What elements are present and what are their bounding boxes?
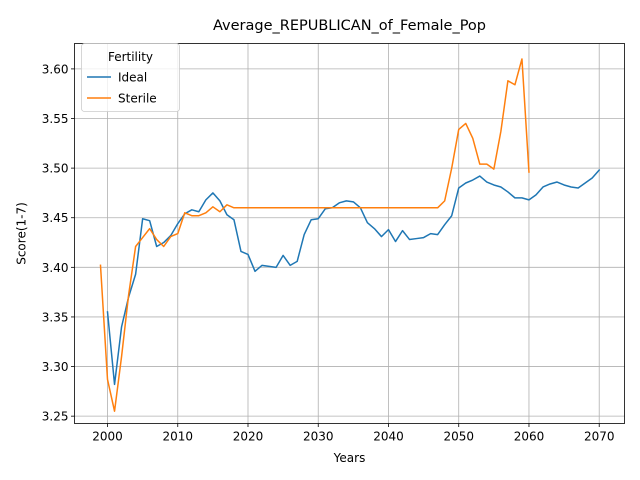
x-axis-label: Years — [333, 451, 366, 465]
legend-title: Fertility — [108, 50, 153, 64]
legend-label-sterile: Sterile — [118, 92, 157, 106]
y-axis-label: Score(1-7) — [15, 202, 29, 265]
x-tick-label: 2000 — [92, 430, 123, 444]
y-tick-label: 3.30 — [42, 360, 69, 374]
x-tick-label: 2040 — [373, 430, 404, 444]
grid — [74, 43, 625, 424]
legend-label-ideal: Ideal — [118, 71, 147, 85]
legend: Fertility Ideal Sterile — [81, 43, 180, 112]
y-tick-label: 3.55 — [42, 112, 69, 126]
y-tick-label: 3.25 — [42, 410, 69, 424]
y-tick-label: 3.35 — [42, 310, 69, 324]
series-line-sterile — [99, 58, 530, 412]
y-tick-label: 3.50 — [42, 162, 69, 176]
legend-box — [81, 43, 180, 112]
y-tick-label: 3.40 — [42, 261, 69, 275]
x-axis-ticks: 2000 2010 2020 2030 2040 2050 2060 2070 — [92, 423, 615, 444]
y-axis-ticks: 3.25 3.30 3.35 3.40 3.45 3.50 3.55 3.60 — [42, 62, 75, 424]
chart-title: Average_REPUBLICAN_of_Female_Pop — [213, 18, 486, 34]
x-tick-label: 2010 — [162, 430, 193, 444]
x-tick-label: 2020 — [233, 430, 264, 444]
series-line-ideal — [106, 169, 601, 386]
y-tick-label: 3.60 — [42, 62, 69, 76]
x-tick-label: 2060 — [514, 430, 545, 444]
series-layer — [99, 58, 601, 412]
x-tick-label: 2030 — [303, 430, 334, 444]
x-tick-label: 2050 — [443, 430, 474, 444]
x-tick-label: 2070 — [584, 430, 615, 444]
plot-frame — [74, 43, 625, 424]
y-tick-label: 3.45 — [42, 211, 69, 225]
